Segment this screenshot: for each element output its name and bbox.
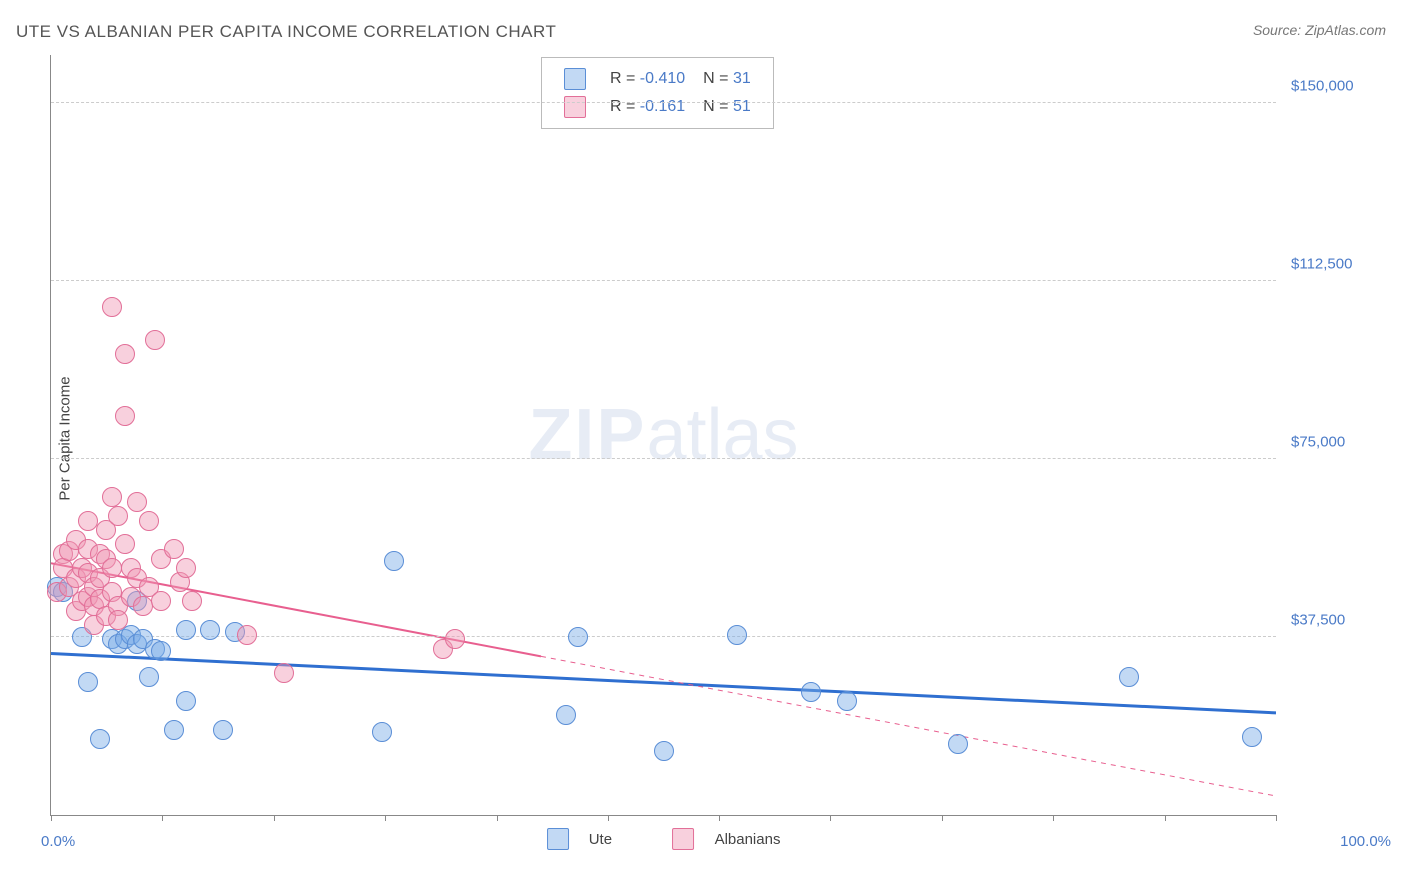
point-ute <box>372 722 392 742</box>
page-title: UTE VS ALBANIAN PER CAPITA INCOME CORREL… <box>16 22 556 42</box>
point-albanians <box>139 511 159 531</box>
point-albanians <box>274 663 294 683</box>
point-ute <box>654 741 674 761</box>
point-albanians <box>145 330 165 350</box>
swatch-bottom-albanians <box>672 828 694 850</box>
y-tick-label: $75,000 <box>1291 433 1391 450</box>
swatch-ute <box>564 68 586 90</box>
point-albanians <box>102 487 122 507</box>
x-tick <box>1053 815 1054 821</box>
y-tick-label: $150,000 <box>1291 77 1391 94</box>
grid-line <box>51 280 1276 281</box>
point-ute <box>384 551 404 571</box>
point-ute <box>78 672 98 692</box>
x-tick <box>1276 815 1277 821</box>
point-albanians <box>176 558 196 578</box>
legend-row-albanians: R = -0.161 N = 51 <box>556 94 759 120</box>
point-ute <box>176 620 196 640</box>
point-albanians <box>182 591 202 611</box>
point-albanians <box>108 610 128 630</box>
x-tick <box>942 815 943 821</box>
plot-area: ZIPatlas R = -0.410 N = 31 R = -0.161 N … <box>50 55 1276 816</box>
y-tick-label: $112,500 <box>1291 255 1391 272</box>
grid-line <box>51 458 1276 459</box>
x-axis-min-label: 0.0% <box>41 833 75 850</box>
legend-statistics: R = -0.410 N = 31 R = -0.161 N = 51 <box>541 57 774 129</box>
x-tick <box>497 815 498 821</box>
point-albanians <box>127 492 147 512</box>
point-ute <box>164 720 184 740</box>
point-albanians <box>108 506 128 526</box>
x-tick <box>51 815 52 821</box>
point-ute <box>176 691 196 711</box>
point-ute <box>948 734 968 754</box>
point-ute <box>139 667 159 687</box>
point-ute <box>213 720 233 740</box>
x-tick <box>719 815 720 821</box>
point-ute <box>151 641 171 661</box>
point-ute <box>801 682 821 702</box>
x-tick <box>385 815 386 821</box>
point-albanians <box>115 406 135 426</box>
x-tick <box>162 815 163 821</box>
point-albanians <box>237 625 257 645</box>
point-albanians <box>115 344 135 364</box>
regression-line-solid <box>51 654 1276 713</box>
y-tick-label: $37,500 <box>1291 611 1391 628</box>
regression-lines <box>51 55 1276 815</box>
legend-series: Ute Albanians <box>539 828 789 850</box>
x-tick <box>830 815 831 821</box>
x-axis-max-label: 100.0% <box>1340 833 1391 850</box>
point-albanians <box>102 558 122 578</box>
legend-row-ute: R = -0.410 N = 31 <box>556 66 759 92</box>
point-ute <box>90 729 110 749</box>
x-tick <box>608 815 609 821</box>
swatch-bottom-ute <box>547 828 569 850</box>
point-ute <box>727 625 747 645</box>
point-albanians <box>102 297 122 317</box>
grid-line <box>51 102 1276 103</box>
source-attribution: Source: ZipAtlas.com <box>1253 22 1386 38</box>
point-albanians <box>115 534 135 554</box>
swatch-albanians <box>564 96 586 118</box>
point-ute <box>1242 727 1262 747</box>
point-albanians <box>151 591 171 611</box>
point-ute <box>568 627 588 647</box>
chart-container: UTE VS ALBANIAN PER CAPITA INCOME CORREL… <box>0 0 1406 892</box>
point-albanians <box>78 511 98 531</box>
point-albanians <box>164 539 184 559</box>
point-albanians <box>445 629 465 649</box>
regression-line-dashed <box>541 656 1276 796</box>
point-ute <box>556 705 576 725</box>
x-tick <box>274 815 275 821</box>
watermark: ZIPatlas <box>528 394 798 476</box>
point-ute <box>837 691 857 711</box>
x-tick <box>1165 815 1166 821</box>
point-ute <box>1119 667 1139 687</box>
legend-label-albanians: Albanians <box>715 831 781 848</box>
point-albanians <box>133 596 153 616</box>
legend-label-ute: Ute <box>589 831 612 848</box>
point-ute <box>200 620 220 640</box>
